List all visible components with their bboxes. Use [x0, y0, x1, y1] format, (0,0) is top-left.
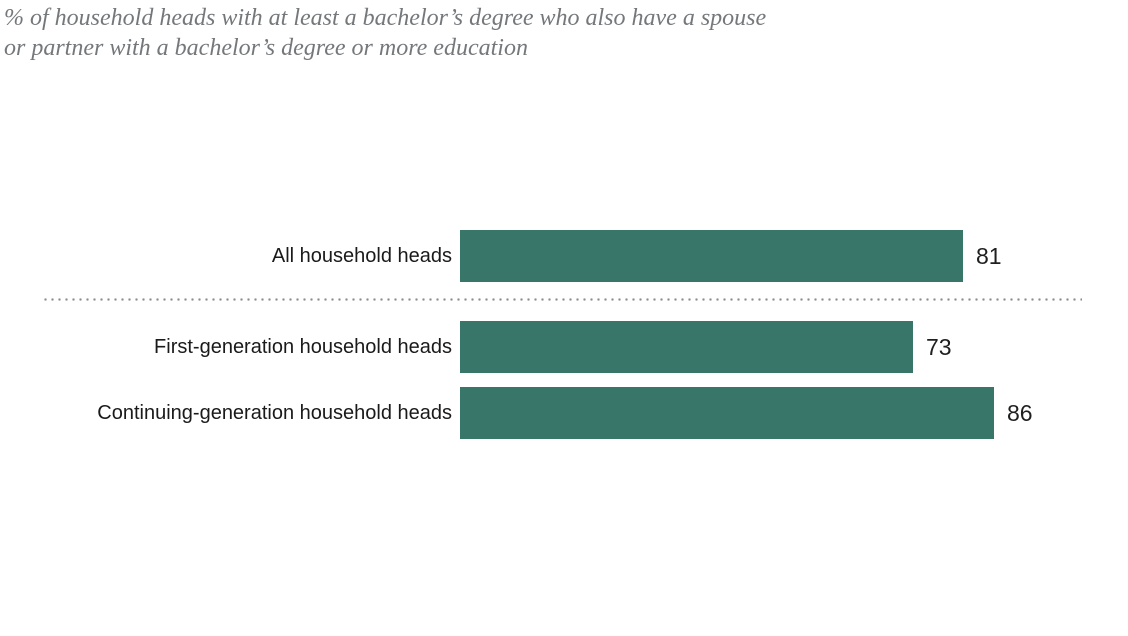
- bar-row: All household heads 81: [0, 230, 1128, 282]
- subtitle-line-1: % of household heads with at least a bac…: [4, 5, 767, 31]
- bar-row: Continuing-generation household heads 86: [0, 387, 1128, 439]
- bar-value-label: 81: [976, 242, 1002, 269]
- bar: [460, 230, 963, 282]
- bar-row: First-generation household heads 73: [0, 321, 1128, 373]
- bar-category-label: First-generation household heads: [154, 335, 452, 358]
- bar: [460, 387, 994, 439]
- bar-value-label: 86: [1007, 399, 1033, 426]
- chart-subtitle: % of household heads with at least a bac…: [4, 3, 766, 63]
- bar-value-label: 73: [926, 333, 952, 360]
- bar-category-label: All household heads: [271, 244, 452, 267]
- dotted-divider: [42, 298, 1082, 301]
- bar-category-label: Continuing-generation household heads: [97, 401, 452, 424]
- bar: [460, 321, 913, 373]
- bar-chart: All household heads 81 First-generation ho…: [0, 230, 1128, 439]
- subtitle-line-2: or partner with a bachelor’s degree or m…: [4, 35, 528, 61]
